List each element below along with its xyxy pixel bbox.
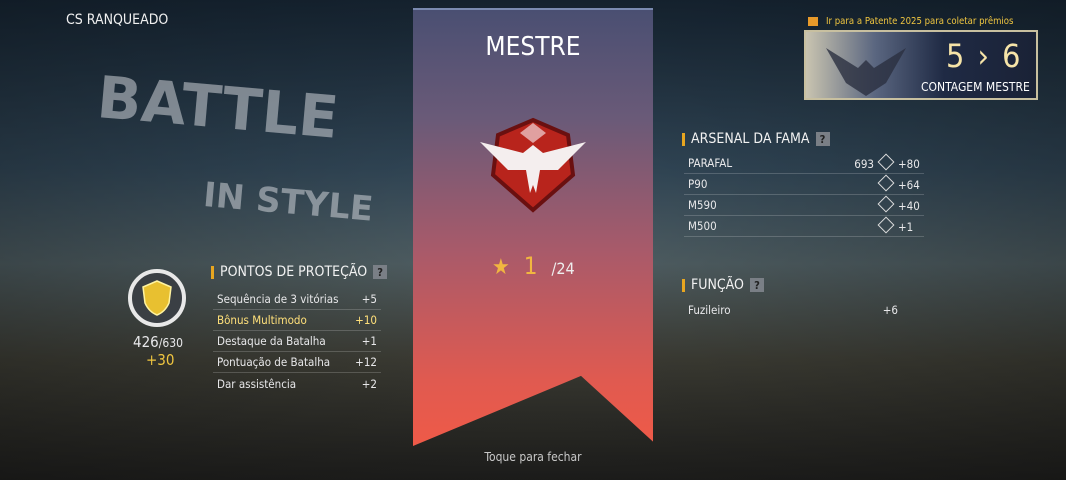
table-row: M500 +1 [684, 216, 924, 237]
arsenal-table: PARAFAL 693 +80 P90 +64 M590 +40 M500 +1 [684, 153, 924, 237]
table-row: Pontuação de Batalha +12 [213, 352, 381, 373]
rank-emblem-icon [478, 115, 588, 219]
star-icon: ★ [492, 255, 510, 280]
rank-name: MESTRE [485, 32, 581, 62]
eagle-icon [826, 48, 906, 96]
protection-gain: +30 [146, 351, 175, 369]
weapon-badge-icon [877, 216, 895, 233]
weapon-badge-icon [877, 153, 895, 170]
table-row: M590 +40 [684, 195, 924, 216]
table-row: Dar assistência +2 [217, 376, 377, 391]
master-count-label: CONTAGEM MESTRE [921, 80, 1030, 94]
table-row: P90 +64 [684, 174, 924, 195]
table-row: Destaque da Batalha +1 [213, 331, 381, 352]
weapon-badge-icon [877, 174, 895, 191]
weapon-badge-icon [877, 195, 895, 212]
help-icon[interactable]: ? [373, 265, 388, 279]
rank-stars: ★ 1 /24 [492, 252, 575, 280]
gift-icon [808, 17, 818, 26]
promo-link[interactable]: Ir para a Patente 2025 para coletar prêm… [808, 16, 1013, 27]
close-hint[interactable]: Toque para fechar [484, 450, 582, 464]
help-icon[interactable]: ? [815, 132, 830, 146]
role-table: Fuzileiro +6 [684, 299, 902, 320]
protection-header: PONTOS DE PROTEÇÃO? [211, 264, 388, 280]
shield-icon [128, 269, 186, 327]
master-count: 5 › 6 [946, 37, 1023, 75]
protection-points: 426/630 [133, 333, 184, 351]
arsenal-header: ARSENAL DA FAMA? [682, 131, 830, 147]
page-title: CS RANQUEADO [66, 12, 169, 28]
table-row: Bônus Multimodo +10 [213, 310, 381, 331]
table-row: Sequência de 3 vitórias +5 [213, 289, 381, 310]
master-count-card[interactable]: 5 › 6 CONTAGEM MESTRE [804, 30, 1038, 100]
protection-table: Sequência de 3 vitórias +5 Bônus Multimod… [213, 289, 381, 394]
role-header: FUNÇÃO? [682, 277, 764, 293]
table-row: PARAFAL 693 +80 [684, 153, 924, 174]
rank-banner[interactable] [413, 8, 653, 446]
help-icon[interactable]: ? [749, 278, 764, 292]
table-row: Fuzileiro +6 [688, 302, 898, 317]
